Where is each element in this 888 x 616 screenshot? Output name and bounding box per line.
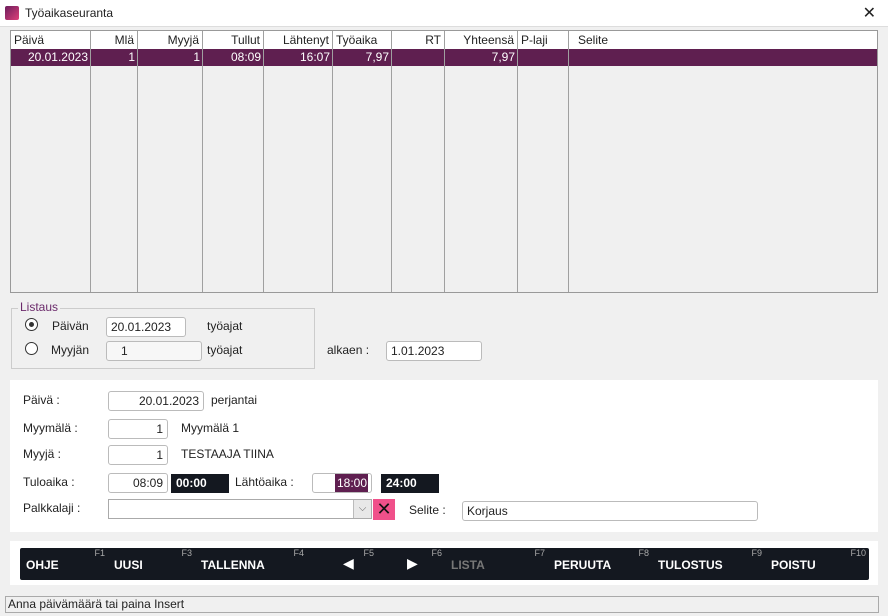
button-f3[interactable]: UUSI F3 [108, 548, 195, 580]
listaus-group [11, 308, 315, 369]
window-title: Työaikaseuranta [25, 6, 114, 20]
column-header[interactable]: RT [392, 31, 444, 49]
seller-input[interactable]: 1 [106, 341, 202, 361]
arrival-label: Tuloaika : [23, 475, 75, 489]
seller-form-input[interactable]: 1 [108, 445, 168, 465]
button-label: ▶ [407, 556, 418, 572]
column-header[interactable]: Myyjä [138, 31, 202, 49]
departure-input[interactable]: 18:00 [312, 473, 372, 493]
column-divider [203, 31, 264, 292]
button-label: POISTU [771, 558, 816, 572]
shortcut-key: F5 [363, 548, 374, 558]
shortcut-key: F8 [638, 548, 649, 558]
from-input[interactable]: 1.01.2023 [386, 341, 482, 361]
shortcut-key: F1 [94, 548, 105, 558]
column-divider [91, 31, 138, 292]
column-divider [11, 31, 91, 292]
button-label: ◀ [343, 556, 354, 572]
column-divider [569, 31, 877, 292]
button-f9[interactable]: TULOSTUS F9 [652, 548, 765, 580]
button-f6[interactable]: ▶ F6 [377, 548, 445, 580]
chevron-down-icon[interactable]: ⌵ [353, 500, 371, 518]
date-label: Päivä : [23, 393, 60, 407]
table-cell [518, 49, 568, 66]
note-label: Selite : [409, 503, 446, 517]
column-header[interactable]: Lähtenyt [264, 31, 332, 49]
column-header[interactable]: Yhteensä [445, 31, 517, 49]
departure-label: Lähtöaika : [235, 475, 294, 489]
paytype-select[interactable] [108, 499, 372, 519]
close-icon[interactable]: ✕ [862, 3, 876, 22]
store-name: Myymälä 1 [181, 421, 240, 435]
day-label: Päivän [52, 319, 89, 333]
button-f5[interactable]: ◀ F5 [307, 548, 377, 580]
column-header[interactable]: Mlä [91, 31, 137, 49]
table-cell: 20.01.2023 [27, 50, 88, 64]
button-f8[interactable]: PERUUTA F8 [548, 548, 652, 580]
date-input[interactable]: 20.01.2023 [108, 391, 204, 411]
departure-box: 24:00 [381, 474, 439, 493]
button-label: LISTA [451, 558, 485, 572]
table-cell: 08:09 [230, 50, 261, 64]
arrival-box: 00:00 [171, 474, 229, 493]
function-key-bar: OHJE F1 UUSI F3 TALLENNA F4 ◀ F5 ▶ F6 LISTA F7 PERUU… [20, 548, 869, 580]
column-header[interactable]: Työaika [333, 31, 391, 49]
button-label: OHJE [26, 558, 59, 572]
button-f1[interactable]: OHJE F1 [20, 548, 108, 580]
column-divider [518, 31, 569, 292]
time-tracking-grid[interactable]: Päivä 20.01.2023 Mlä 1 Myyjä 1 Tullut 08:09 Läht… [10, 30, 878, 293]
column-divider [392, 31, 445, 292]
button-label: TALLENNA [201, 558, 265, 572]
note-input[interactable]: Korjaus [462, 501, 758, 521]
table-cell: 16:07 [299, 50, 330, 64]
column-divider [264, 31, 333, 292]
weekday: perjantai [211, 393, 258, 407]
column-header[interactable]: Selite [569, 31, 877, 49]
shortcut-key: F9 [751, 548, 762, 558]
arrival-input[interactable]: 08:09 [108, 473, 168, 493]
shortcut-key: F4 [293, 548, 304, 558]
column-header[interactable]: Tullut [203, 31, 263, 49]
listaus-title: Listaus [18, 300, 61, 314]
column-divider [445, 31, 518, 292]
button-f7[interactable]: LISTA F7 [445, 548, 548, 580]
day-input[interactable]: 20.01.2023 [106, 317, 186, 337]
status-bar: Anna päivämäärä tai paina Insert [5, 596, 879, 613]
shortcut-key: F10 [850, 548, 866, 558]
store-input[interactable]: 1 [108, 419, 168, 439]
button-f4[interactable]: TALLENNA F4 [195, 548, 307, 580]
button-f10[interactable]: POISTU F10 [765, 548, 869, 580]
table-cell [392, 49, 444, 66]
seller-form-label: Myyjä : [23, 447, 62, 461]
seller-label: Myyjän [51, 343, 90, 357]
table-cell: 1 [193, 50, 200, 64]
column-header[interactable]: P-laji [518, 31, 568, 49]
paytype-label: Palkkalaji : [23, 501, 81, 515]
table-cell [569, 49, 877, 66]
table-cell: 7,97 [491, 50, 515, 64]
table-cell: 7,97 [365, 50, 389, 64]
shortcut-key: F6 [431, 548, 442, 558]
table-cell: 1 [128, 50, 135, 64]
button-label: PERUUTA [554, 558, 612, 572]
column-divider [333, 31, 392, 292]
shortcut-key: F7 [534, 548, 545, 558]
column-header[interactable]: Päivä [11, 31, 90, 49]
radio-seller[interactable] [25, 342, 38, 355]
shortcut-key: F3 [181, 548, 192, 558]
seller-suffix: työajat [207, 343, 243, 357]
seller-name: TESTAAJA TIINA [181, 447, 274, 461]
clear-icon[interactable]: ✕ [373, 499, 395, 520]
radio-day[interactable] [25, 318, 38, 331]
app-icon [5, 6, 19, 20]
column-divider [138, 31, 203, 292]
button-label: UUSI [114, 558, 143, 572]
button-label: TULOSTUS [658, 558, 723, 572]
store-label: Myymälä : [23, 421, 78, 435]
title-bar: Työaikaseuranta ✕ [0, 0, 888, 27]
from-label: alkaen : [327, 343, 370, 357]
day-suffix: työajat [207, 319, 243, 333]
